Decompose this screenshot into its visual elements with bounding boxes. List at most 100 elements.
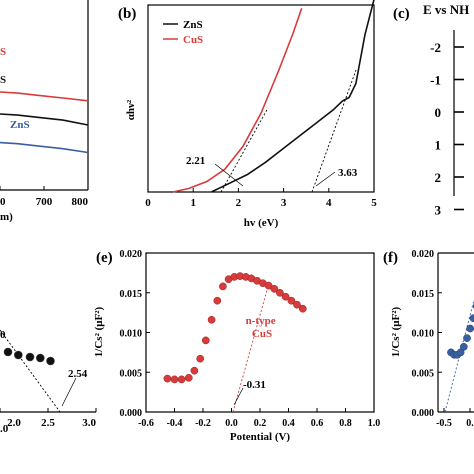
panel-e-point <box>196 354 205 363</box>
panel-e-annotation-031: -0.31 <box>243 379 266 391</box>
panel-b-tangent-zns <box>311 69 357 193</box>
panel-b: (b) αhν² hv (eV) 0 1 2 3 4 5 2.21 3.63 ZnS Cu… <box>118 0 377 229</box>
panel-b-tangent-cus <box>220 107 269 193</box>
panel-b-x-tick-label: 3 <box>281 197 287 209</box>
panel-c-tick-label: 3 <box>435 203 442 218</box>
panel-e-x-label: Potential (V) <box>230 431 291 443</box>
panel-e-point <box>184 373 193 382</box>
panel-e-point <box>276 288 284 297</box>
panel-d-point <box>13 350 23 360</box>
panel-d-fragment-0: 0 <box>0 329 6 341</box>
panel-e-y-tick-label: 0.015 <box>120 289 143 300</box>
panel-c-tick-label: -1 <box>430 73 441 88</box>
panel-b-legend-cus: CuS <box>183 34 203 46</box>
panel-f-y-tick-label: 0.005 <box>412 368 435 379</box>
panel-d-point <box>3 347 13 357</box>
panel-b-y-label: αhν² <box>125 99 137 120</box>
panel-e-point <box>201 336 210 345</box>
panel-b-series-cus <box>172 8 303 193</box>
panel-e-point <box>293 300 301 309</box>
panel-b-arrow-221 <box>214 163 244 187</box>
panel-d-point <box>25 352 35 362</box>
panel-e-point <box>213 296 222 305</box>
panel-f-y-tick-label: 0.015 <box>412 289 435 300</box>
panel-e-point <box>298 304 307 313</box>
panel-a-legend-zns-fragment: ZnS <box>10 119 30 131</box>
panel-e-point <box>270 284 279 293</box>
panel-b-frame <box>147 4 375 193</box>
panel-f-y-tick-label: 0.020 <box>412 249 435 260</box>
panel-e-point <box>163 374 172 383</box>
panel-b-x-tick-label: 4 <box>326 197 332 209</box>
panel-c-tick-label: -2 <box>430 40 441 55</box>
panel-b-arrow-363 <box>315 171 336 187</box>
panel-e-point <box>207 315 216 324</box>
panel-c-axis-label: E vs NH <box>423 2 469 17</box>
panel-c: (c) E vs NH -2 -1 0 1 2 3 <box>393 2 469 218</box>
panel-c-tag: (c) <box>393 6 410 22</box>
panel-e-x-tick-label: 0.0 <box>225 418 238 429</box>
panel-f-x-tick-label: 0. <box>466 418 474 429</box>
panel-d-point <box>46 356 55 366</box>
panel-a-x-tick-label: 700 <box>36 196 53 208</box>
panel-d-arrow <box>61 377 77 407</box>
panel-f: (f) 1/Cs² (μF²) 0.000 0.005 0.010 0.015 0.02… <box>383 249 474 429</box>
panel-e-tangent <box>232 282 270 413</box>
panel-e-x-tick-label: -0.4 <box>167 418 183 429</box>
panel-c-tick-label: 0 <box>435 105 442 120</box>
panel-f-x-tick-label: -0.5 <box>436 418 452 429</box>
panel-e-x-tick-label: 0.2 <box>254 418 267 429</box>
panel-e-y-label: 1/Cs² (μF²) <box>93 306 105 357</box>
panel-b-x-tick-label: 2 <box>236 197 242 209</box>
panel-b-x-tick-label: 5 <box>371 197 377 209</box>
panel-f-point <box>463 334 471 342</box>
panel-a-series-0 <box>0 91 89 102</box>
panel-e-x-tick-label: -0.2 <box>195 418 211 429</box>
panel-e-x-tick-label: 0.8 <box>339 418 352 429</box>
panel-f-point <box>459 342 468 351</box>
panel-a: 0 700 800 S S ZnS m) <box>0 0 89 223</box>
panel-a-x-tick-label: 800 <box>72 196 89 208</box>
panel-e-y-tick-label: 0.020 <box>120 249 143 260</box>
panel-e-point <box>177 375 186 384</box>
panel-e-point <box>170 375 179 384</box>
panel-e-y-tick-label: 0.000 <box>120 408 143 419</box>
panel-f-y-tick-label: 0.010 <box>412 329 435 340</box>
panel-c-tick-label: 1 <box>435 138 442 153</box>
panel-b-annotation-221: 2.21 <box>186 155 205 167</box>
panel-f-y-tick-label: 0.000 <box>412 408 435 419</box>
panel-e-point <box>219 282 227 291</box>
panel-d: 2.0 2.5 3.0 2.54 0 .0 <box>0 329 97 435</box>
panel-a-legend-zns-black-fragment: S <box>0 74 6 86</box>
panel-e-y-tick-label: 0.005 <box>120 368 143 379</box>
panel-b-legend-zns: ZnS <box>183 19 203 31</box>
panel-d-x-tick-label: 3.0 <box>82 417 96 429</box>
panel-d-point <box>35 353 45 363</box>
panel-d-fragment-1: .0 <box>0 423 9 435</box>
panel-b-x-label: hv (eV) <box>244 217 279 229</box>
panel-f-tag: (f) <box>383 250 398 266</box>
panel-d-x-tick-label: 2.0 <box>7 417 21 429</box>
panel-e-y-tick-label: 0.010 <box>120 329 143 340</box>
panel-a-series-2 <box>0 141 89 154</box>
panel-d-tangent <box>0 329 61 413</box>
panel-e-point <box>287 296 296 305</box>
panel-e-arrow <box>233 387 244 406</box>
panel-e-x-tick-label: 0.6 <box>311 418 324 429</box>
panel-b-series-zns <box>210 0 375 193</box>
panel-a-x-tick-label: 0 <box>0 196 6 208</box>
panel-e-point <box>190 366 199 375</box>
panel-b-tag: (b) <box>118 6 136 22</box>
panel-a-series-1 <box>0 113 89 126</box>
panel-e-x-tick-label: 1.0 <box>368 418 381 429</box>
panel-e-series-label: n-type CuS <box>246 315 279 340</box>
panel-f-y-label: 1/Cs² (μF²) <box>390 306 402 357</box>
panel-b-x-tick-label: 1 <box>190 197 196 209</box>
panel-b-annotation-363: 3.63 <box>338 167 358 179</box>
panel-e-tag: (e) <box>96 250 113 266</box>
panel-e-x-tick-label: -0.6 <box>138 418 154 429</box>
panel-b-x-tick-label: 0 <box>145 197 151 209</box>
panel-e-point <box>281 292 290 301</box>
panel-d-x-tick-label: 2.5 <box>41 417 55 429</box>
